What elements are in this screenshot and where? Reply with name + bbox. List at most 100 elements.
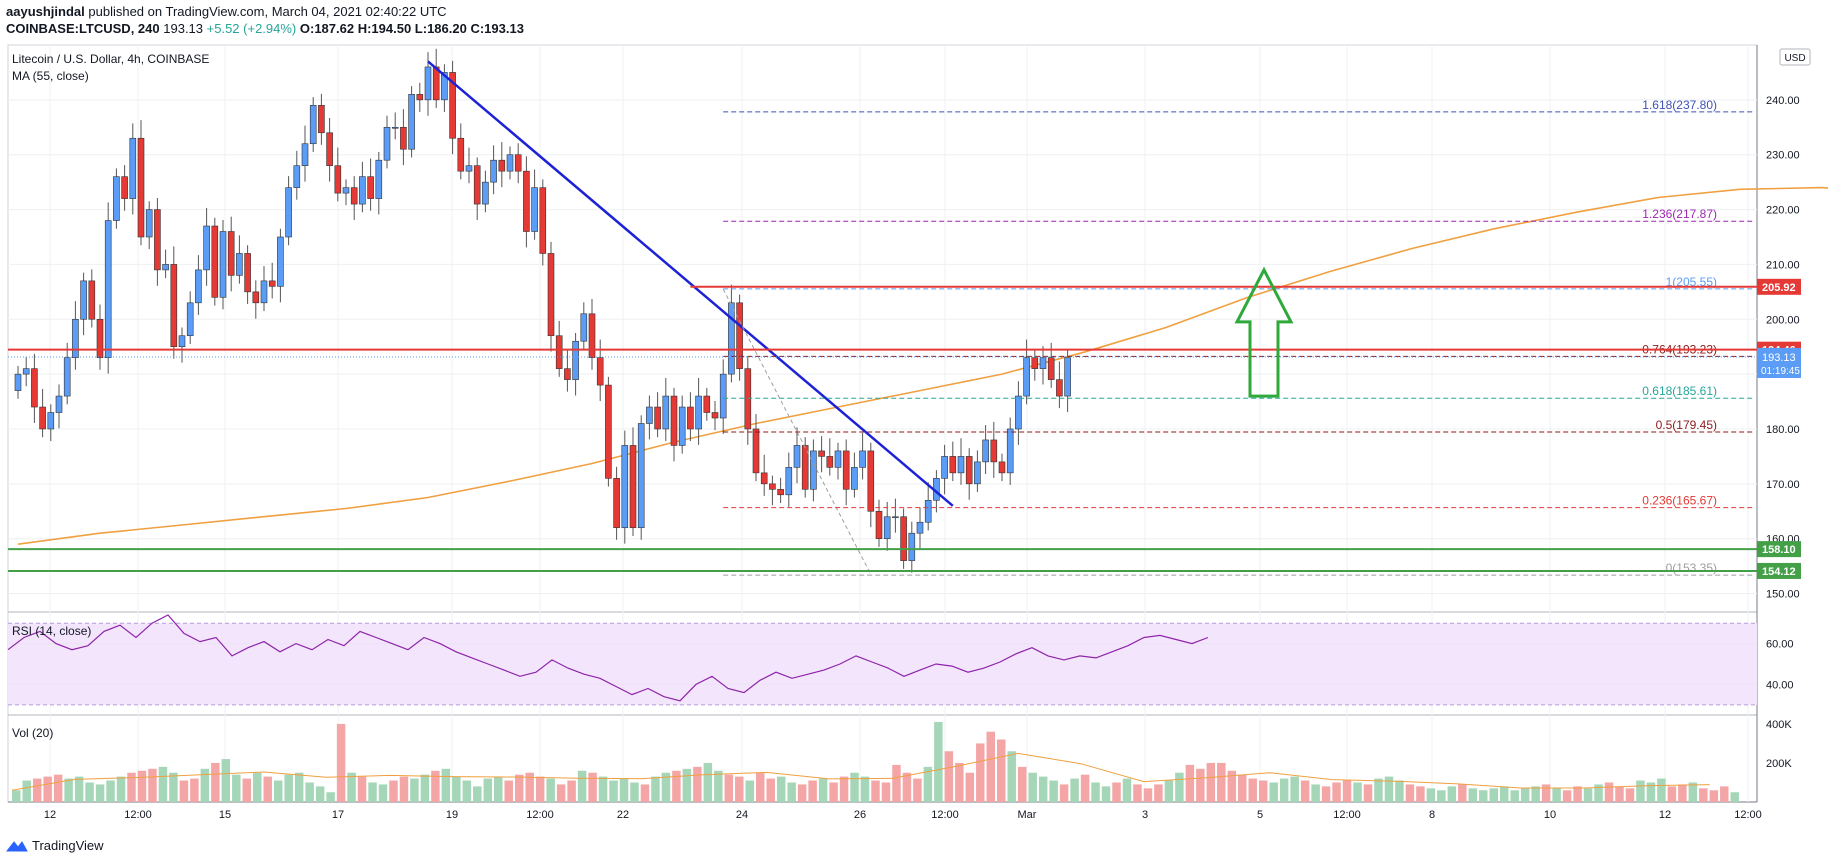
volume-bar bbox=[546, 778, 555, 802]
candle bbox=[1031, 349, 1039, 381]
candle bbox=[834, 442, 842, 480]
volume-bar bbox=[1520, 788, 1530, 802]
time-tick-label: 10 bbox=[1544, 809, 1556, 821]
candle-body bbox=[260, 280, 268, 304]
current-price: 193.13 bbox=[163, 21, 204, 36]
price-tick-label: 240.00 bbox=[1766, 95, 1800, 107]
candle bbox=[441, 64, 448, 112]
candle-body bbox=[63, 357, 71, 397]
volume-ma-line bbox=[11, 752, 1710, 791]
candle-body bbox=[1056, 379, 1063, 397]
volume-bar bbox=[211, 762, 220, 802]
volume-bar bbox=[462, 780, 472, 802]
volume-tick-label: 400K bbox=[1766, 719, 1792, 731]
time-tick-label: 12 bbox=[1659, 809, 1671, 821]
volume-bar bbox=[1080, 774, 1090, 802]
volume-bar bbox=[357, 776, 367, 802]
volume-bar bbox=[1583, 788, 1593, 802]
candle bbox=[490, 145, 497, 195]
volume-bar bbox=[1468, 788, 1478, 802]
volume-bar bbox=[1143, 788, 1153, 802]
candle-body bbox=[785, 467, 793, 496]
candle-body bbox=[1015, 395, 1022, 430]
candle bbox=[408, 86, 415, 158]
fib-level-label: 0.236(165.67) bbox=[1642, 494, 1717, 508]
volume-bar bbox=[284, 774, 293, 802]
candle-body bbox=[547, 253, 555, 337]
footer: TradingView bbox=[6, 838, 104, 853]
candle bbox=[916, 507, 924, 550]
candle-body bbox=[687, 406, 694, 430]
volume-bar bbox=[1049, 780, 1058, 802]
candle-body bbox=[523, 170, 530, 232]
candle bbox=[1056, 361, 1063, 409]
time-tick-label: 12 bbox=[44, 809, 56, 821]
candle-body bbox=[244, 253, 251, 293]
volume-bar bbox=[776, 776, 786, 802]
volume-bar bbox=[871, 780, 880, 802]
candle-body bbox=[818, 450, 825, 457]
candle-body bbox=[47, 412, 55, 430]
candle bbox=[203, 207, 210, 286]
candle bbox=[719, 359, 727, 434]
volume-bar bbox=[1164, 780, 1174, 802]
candle-body bbox=[506, 154, 514, 172]
volume-bar bbox=[190, 778, 199, 802]
candle bbox=[580, 302, 588, 350]
volume-bar bbox=[1028, 772, 1037, 802]
rsi-tick-label: 60.00 bbox=[1766, 639, 1794, 651]
candle bbox=[334, 147, 342, 202]
candle-body bbox=[318, 105, 325, 134]
candle bbox=[63, 342, 71, 405]
volume-bar bbox=[305, 782, 314, 802]
volume-bar bbox=[525, 772, 534, 802]
candle bbox=[613, 466, 620, 540]
candle bbox=[236, 235, 243, 284]
candle bbox=[703, 387, 711, 421]
volume-bar bbox=[494, 776, 503, 802]
candle-body bbox=[375, 159, 383, 199]
volume-bar bbox=[1395, 780, 1404, 802]
candle-body bbox=[900, 516, 907, 561]
candle-body bbox=[31, 368, 38, 408]
volume-bar bbox=[766, 778, 775, 802]
candle-body bbox=[908, 532, 916, 561]
volume-bar bbox=[755, 772, 765, 802]
brand-name[interactable]: TradingView bbox=[32, 838, 104, 853]
candle bbox=[752, 414, 760, 482]
candle bbox=[244, 245, 251, 304]
volume-bar bbox=[22, 780, 31, 802]
publish-info: published on TradingView.com, March 04, … bbox=[88, 4, 447, 19]
volume-bar bbox=[148, 768, 157, 802]
candle-body bbox=[990, 439, 998, 463]
candle bbox=[1006, 417, 1014, 485]
volume-bar bbox=[797, 784, 807, 802]
candle bbox=[72, 301, 79, 370]
candle-body bbox=[195, 269, 202, 304]
candle bbox=[449, 60, 456, 155]
candle-body bbox=[752, 428, 760, 474]
rsi-line bbox=[7, 614, 1209, 702]
price-tick-label: 220.00 bbox=[1766, 205, 1800, 217]
candle-body bbox=[924, 499, 932, 523]
candle-body bbox=[941, 456, 948, 479]
candle-body bbox=[654, 406, 661, 430]
candle bbox=[514, 143, 522, 184]
candle-body bbox=[334, 165, 342, 194]
ohlc-values: O:187.62 H:194.50 L:186.20 C:193.13 bbox=[299, 21, 524, 36]
candle-body bbox=[170, 264, 178, 347]
candle bbox=[482, 170, 489, 213]
time-tick-label: 12:00 bbox=[1734, 809, 1762, 821]
volume-bar bbox=[1531, 786, 1540, 802]
candle-body bbox=[482, 181, 489, 205]
candle-body bbox=[588, 313, 596, 358]
author-name[interactable]: aayushjindal bbox=[6, 4, 85, 19]
candle bbox=[974, 450, 981, 493]
candle bbox=[564, 350, 571, 392]
candle-body bbox=[769, 483, 776, 490]
candle bbox=[359, 161, 366, 213]
candle bbox=[621, 430, 629, 544]
countdown-label: 01:19:45 bbox=[1761, 366, 1800, 377]
candle-body bbox=[432, 66, 440, 101]
